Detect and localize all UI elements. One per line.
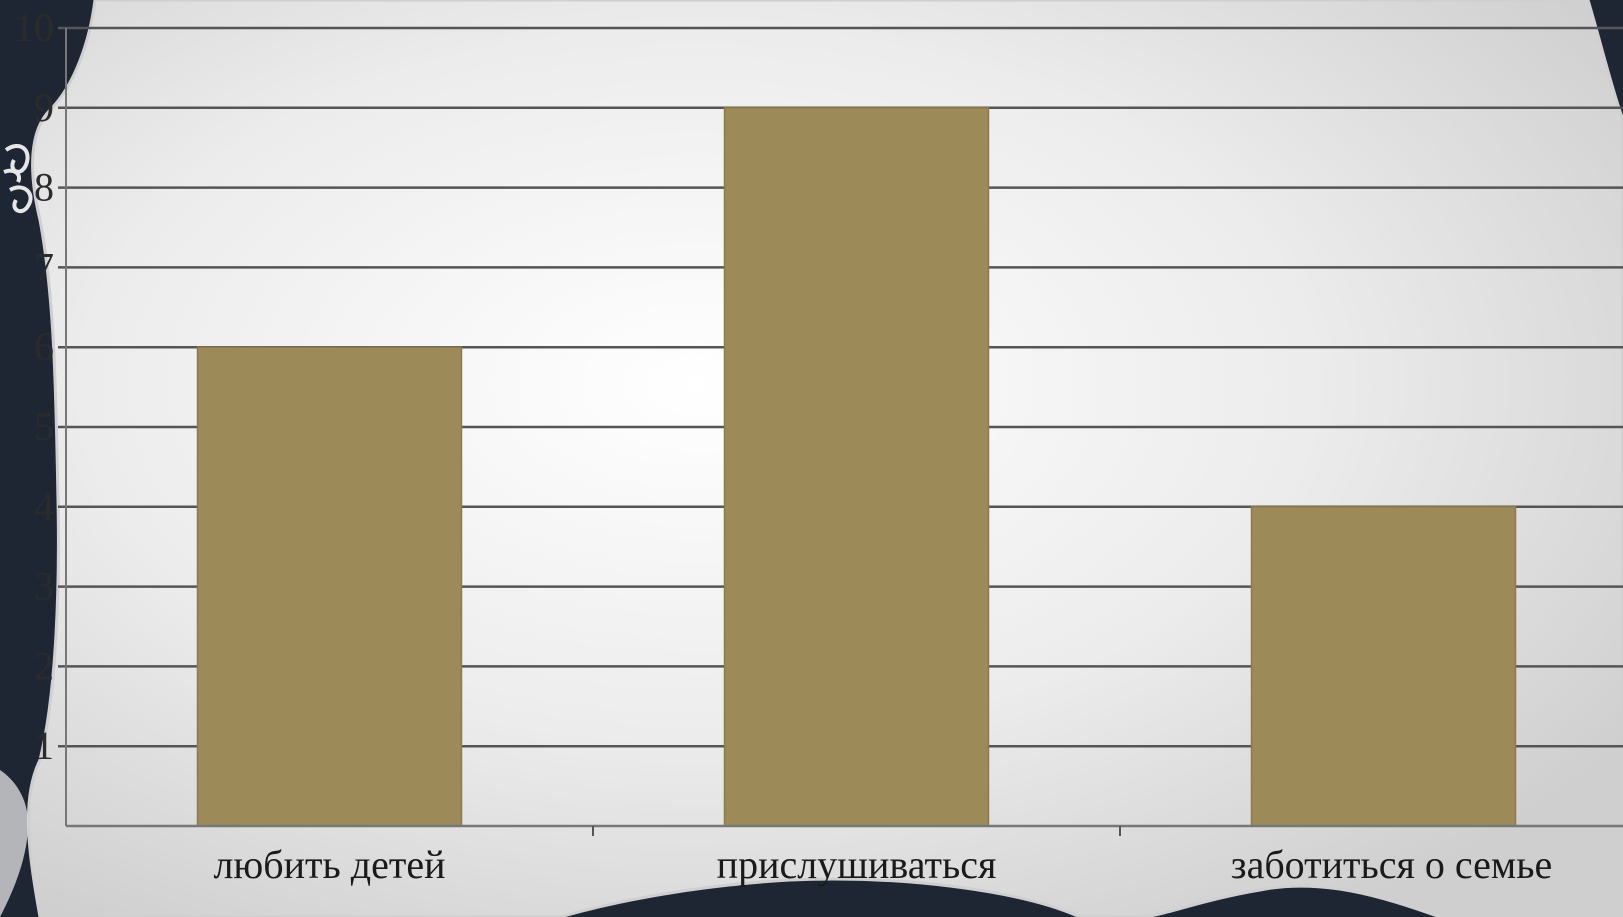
- ornament-icon: [3, 144, 33, 214]
- y-tick-label: 4: [34, 484, 54, 529]
- ornament-bottom-icon: [0, 770, 29, 917]
- x-category-label: любить детей: [213, 842, 445, 887]
- y-tick-label: 6: [34, 324, 54, 369]
- x-tick-marks: [592, 826, 1121, 836]
- y-tick-label: 1: [34, 723, 54, 768]
- bar-2: [723, 107, 990, 827]
- y-tick-label: 8: [34, 165, 54, 210]
- x-category-label: прислушиваться: [717, 842, 997, 887]
- x-category-label: заботиться о семье: [1231, 842, 1552, 887]
- bar-3: [1250, 506, 1517, 827]
- y-tick-labels: 1 2 3 4 5 6 7 8 9 10: [14, 5, 54, 768]
- y-tick-label: 2: [34, 643, 54, 688]
- y-tick-label: 3: [34, 564, 54, 609]
- axes: [65, 28, 1623, 828]
- y-tick-label: 5: [34, 404, 54, 449]
- y-tick-label: 7: [34, 244, 54, 289]
- y-tick-label: 9: [34, 85, 54, 130]
- x-category-labels: любить детей прислушиваться заботиться о с…: [213, 842, 1552, 887]
- y-tick-label: 10: [14, 5, 54, 50]
- bars: [196, 107, 1517, 827]
- bar-1: [196, 346, 463, 827]
